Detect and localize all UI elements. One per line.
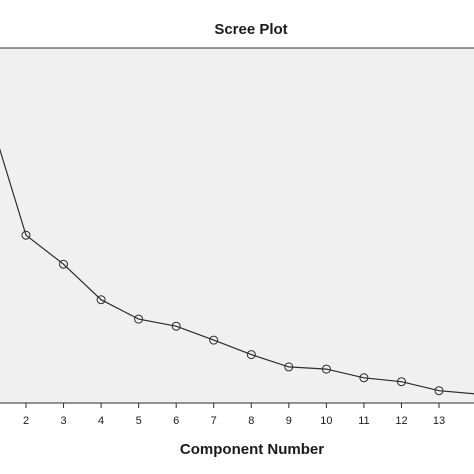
x-tick-label-2: 2 [23,415,29,427]
x-tick-label-7: 7 [211,415,217,427]
data-point-5 [134,314,144,324]
x-tick-label-12: 12 [395,415,407,427]
data-point-7 [209,335,219,345]
x-tick-label-8: 8 [248,415,254,427]
data-point-10 [321,364,331,374]
chart-title: Scree Plot [214,21,287,38]
data-point-12 [397,377,406,387]
series-line [0,148,474,395]
x-tick-label-11: 11 [358,415,369,427]
x-tick-label-4: 4 [98,415,104,427]
data-point-8 [246,350,256,360]
x-tick-label-10: 10 [320,415,332,427]
data-point-3 [59,259,68,269]
x-tick-label-13: 13 [433,415,445,427]
x-tick-label-3: 3 [60,415,66,427]
x-tick-label-6: 6 [173,415,179,427]
data-point-11 [359,373,369,383]
plot-area [0,47,474,404]
x-axis-ticks: 2 3 4 5 6 7 8 9 10 11 12 13 [23,403,445,427]
x-tick-label-9: 9 [286,415,292,427]
data-point-4 [96,295,106,305]
data-point-6 [171,321,181,331]
data-point-2 [21,230,31,240]
data-point-13 [434,386,444,396]
series-layer [0,148,474,396]
x-axis-title: Component Number [180,441,324,458]
x-tick-label-5: 5 [136,415,142,427]
data-point-9 [284,362,294,372]
